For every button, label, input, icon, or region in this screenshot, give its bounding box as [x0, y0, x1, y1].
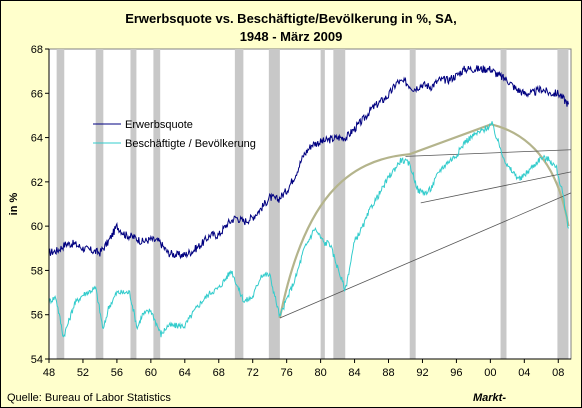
y-tick-label: 58 [31, 265, 43, 277]
trend-line [279, 192, 572, 319]
plot-area [48, 48, 572, 360]
x-tick-label: 92 [416, 367, 428, 379]
x-tick-label: 76 [281, 367, 293, 379]
x-tick-label: 08 [552, 367, 564, 379]
recession-band [95, 49, 104, 359]
trend-line [420, 171, 572, 204]
y-tick-label: 56 [31, 310, 43, 322]
x-axis: 48 52 56 60 64 68 72 76 80 84 88 92 96 00 04 08 [43, 358, 571, 379]
y-tick-label: 60 [31, 221, 43, 233]
x-tick-label: 56 [111, 367, 123, 379]
x-tick-label: 00 [484, 367, 496, 379]
legend-label-erwerbsquote: Erwerbsquote [125, 119, 193, 131]
x-tick-label: 88 [382, 367, 394, 379]
x-tick-label: 84 [348, 367, 360, 379]
chart-title-line1: Erwerbsquote vs. Beschäftigte/Bevölkerun… [125, 11, 457, 26]
legend-label-beschaeftigte: Beschäftigte / Bevölkerung [125, 138, 256, 150]
x-tick-label: 04 [518, 367, 530, 379]
y-tick-label: 66 [31, 88, 43, 100]
recession-band [130, 49, 137, 359]
x-tick-label: 48 [43, 367, 55, 379]
recession-band [153, 49, 161, 359]
legend: Erwerbsquote Beschäftigte / Bevölkerung [93, 119, 256, 150]
x-tick-label: 60 [145, 367, 157, 379]
y-tick-label: 64 [31, 133, 43, 145]
x-tick-label: 52 [77, 367, 89, 379]
trend-arc [278, 123, 570, 319]
x-tick-label: 80 [314, 367, 326, 379]
recession-band [268, 49, 280, 359]
series-line-beschaeftigte [48, 121, 569, 338]
recession-band [500, 49, 507, 359]
x-tick-label: 68 [213, 367, 225, 379]
x-tick-label: 64 [179, 367, 191, 379]
recession-band [333, 49, 346, 359]
y-axis-label: in % [8, 192, 20, 215]
trend-line [405, 149, 572, 157]
corner-note: Markt- [473, 392, 506, 404]
plot-background [48, 48, 572, 360]
recession-band [234, 49, 244, 359]
y-tick-label: 68 [31, 44, 43, 56]
series-group [48, 65, 569, 338]
x-tick-label: 72 [247, 367, 259, 379]
chart-title-line2: 1948 - März 2009 [240, 29, 343, 44]
trend-lines [278, 123, 572, 319]
y-tick-label: 54 [31, 354, 43, 366]
series-line-erwerbsquote [48, 65, 569, 260]
recession-band [56, 49, 65, 359]
source-note: Quelle: Bureau of Labor Statistics [7, 392, 171, 404]
y-tick-label: 62 [31, 177, 43, 189]
y-axis: 54 56 58 60 62 64 66 68 [31, 44, 50, 366]
recession-band [409, 49, 416, 359]
x-tick-label: 96 [450, 367, 462, 379]
